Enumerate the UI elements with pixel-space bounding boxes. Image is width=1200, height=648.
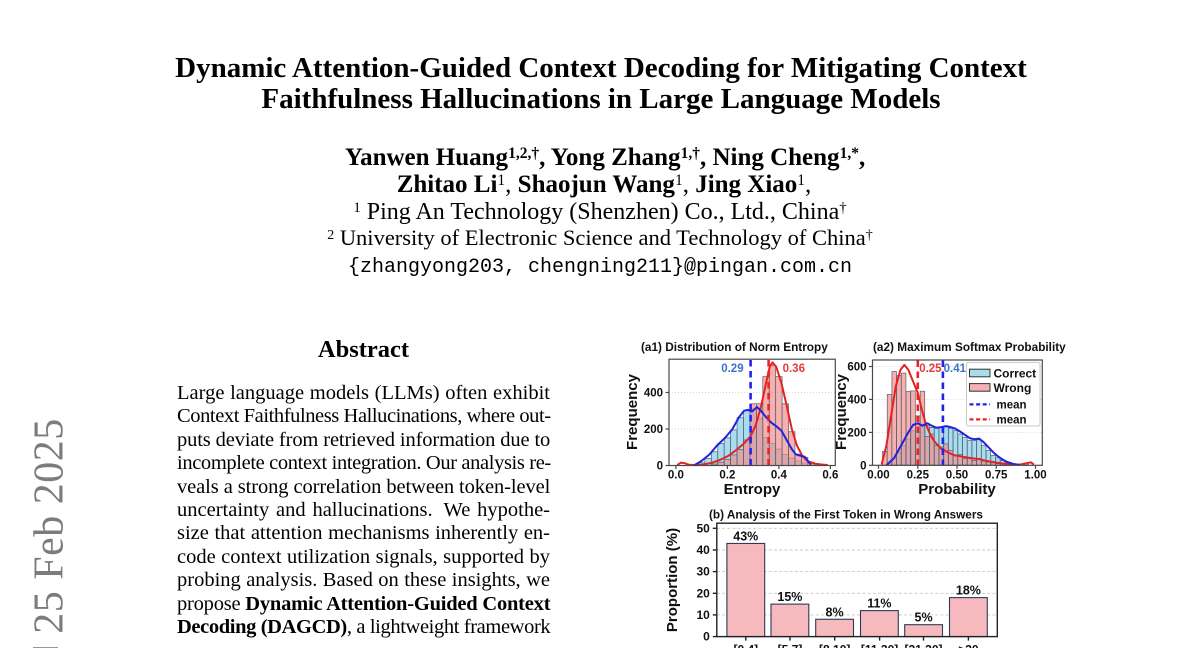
- svg-text:Wrong: Wrong: [994, 381, 1032, 395]
- svg-text:1.00: 1.00: [1024, 470, 1046, 482]
- svg-text:200: 200: [644, 424, 663, 436]
- svg-text:[5,7]: [5,7]: [778, 643, 803, 648]
- svg-text:0.25: 0.25: [907, 470, 930, 482]
- svg-text:0.25: 0.25: [919, 363, 942, 375]
- svg-text:[0,4]: [0,4]: [733, 643, 758, 648]
- svg-text:43%: 43%: [733, 530, 758, 544]
- svg-text:20: 20: [696, 586, 710, 600]
- svg-text:600: 600: [847, 362, 866, 374]
- svg-text:15%: 15%: [777, 590, 802, 604]
- svg-text:0.6: 0.6: [822, 470, 838, 482]
- svg-text:(a2) Maximum Softmax Probabili: (a2) Maximum Softmax Probability: [873, 340, 1066, 354]
- svg-text:Frequency: Frequency: [624, 373, 641, 450]
- svg-text:0: 0: [703, 630, 710, 644]
- svg-text:[21,30]: [21,30]: [904, 643, 942, 648]
- svg-text:0.41: 0.41: [944, 363, 967, 375]
- svg-text:>30: >30: [958, 643, 979, 648]
- svg-text:30: 30: [696, 565, 710, 579]
- svg-text:0.4: 0.4: [771, 470, 788, 482]
- svg-text:18%: 18%: [956, 584, 981, 598]
- svg-text:mean: mean: [997, 399, 1027, 411]
- svg-text:Frequency: Frequency: [833, 373, 850, 450]
- svg-text:10: 10: [696, 608, 710, 622]
- svg-text:200: 200: [847, 427, 866, 439]
- svg-text:0.75: 0.75: [985, 470, 1008, 482]
- svg-text:(b) Analysis of the First Toke: (b) Analysis of the First Token in Wrong…: [709, 508, 983, 522]
- svg-text:[11,20]: [11,20]: [861, 643, 898, 648]
- svg-text:50: 50: [696, 521, 710, 535]
- svg-text:[8,10]: [8,10]: [819, 643, 850, 648]
- svg-text:Probability: Probability: [918, 481, 996, 498]
- svg-text:0: 0: [860, 460, 866, 472]
- svg-text:Correct: Correct: [994, 367, 1037, 381]
- svg-text:400: 400: [644, 388, 663, 400]
- svg-text:0: 0: [657, 461, 663, 473]
- svg-text:0.36: 0.36: [783, 363, 805, 375]
- svg-text:0.00: 0.00: [867, 470, 889, 482]
- svg-text:40: 40: [696, 543, 710, 557]
- svg-text:0.50: 0.50: [946, 470, 968, 482]
- svg-text:400: 400: [847, 394, 866, 406]
- svg-text:Proportion (%): Proportion (%): [664, 528, 681, 632]
- svg-text:5%: 5%: [915, 611, 933, 625]
- svg-text:0.0: 0.0: [668, 470, 684, 482]
- svg-text:mean: mean: [997, 414, 1027, 426]
- svg-text:11%: 11%: [867, 597, 891, 611]
- svg-text:8%: 8%: [826, 605, 844, 619]
- svg-text:0.29: 0.29: [721, 363, 743, 375]
- svg-text:Entropy: Entropy: [724, 481, 781, 498]
- svg-text:(a1) Distribution of Norm Entr: (a1) Distribution of Norm Entropy: [641, 340, 828, 354]
- svg-text:0.2: 0.2: [719, 470, 735, 482]
